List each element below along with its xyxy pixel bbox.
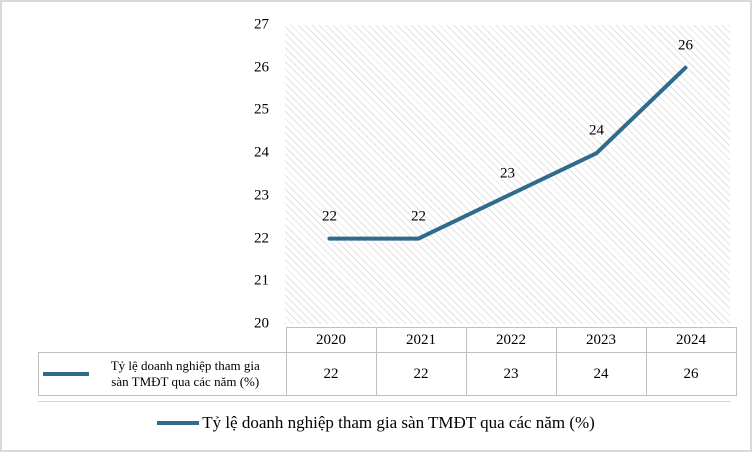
data-table-value-cell: 23: [465, 352, 557, 396]
series-label: Tỷ lệ doanh nghiệp tham gia sàn TMĐT qua…: [89, 358, 286, 390]
plot-area: [285, 25, 730, 324]
data-point-label: 22: [411, 208, 426, 225]
data-table-value-cell: 22: [285, 352, 377, 396]
data-table-value-cell: 26: [645, 352, 737, 396]
data-point-label: 24: [589, 122, 604, 139]
y-axis-tick-label: 22: [254, 230, 269, 247]
legend-key-line-icon: [43, 372, 89, 376]
series-label-line2: sàn TMĐT qua các năm (%): [111, 374, 260, 389]
data-table-value-cell: 22: [375, 352, 467, 396]
y-axis-tick-label: 23: [254, 187, 269, 204]
y-axis-tick-label: 27: [254, 16, 269, 33]
series-line-svg: [327, 65, 688, 241]
legend-label: Tỷ lệ doanh nghiệp tham gia sàn TMĐT qua…: [202, 413, 595, 432]
data-table-value-row: Tỷ lệ doanh nghiệp tham gia sàn TMĐT qua…: [38, 352, 737, 396]
data-table-year-header: 2020: [285, 327, 377, 353]
y-axis-tick-label: 26: [254, 59, 269, 76]
data-table-value-cell: 24: [555, 352, 647, 396]
data-table-header-row: 2020 2021 2022 2023 2024: [39, 327, 737, 353]
data-table-year-header: 2024: [645, 327, 737, 353]
y-axis-tick-label: 20: [254, 315, 269, 332]
table-bottom-rule: [38, 401, 731, 402]
chart-legend: Tỷ lệ doanh nghiệp tham gia sàn TMĐT qua…: [2, 409, 750, 437]
data-point-label: 22: [322, 208, 337, 225]
data-point-label: 23: [500, 165, 515, 182]
data-table-year-header: 2021: [375, 327, 467, 353]
y-axis-tick-label: 21: [254, 272, 269, 289]
y-axis-tick-label: 24: [254, 144, 269, 161]
data-table-year-header: 2022: [465, 327, 557, 353]
data-point-label: 26: [678, 37, 693, 54]
series-label-line1: Tỷ lệ doanh nghiệp tham gia: [110, 358, 260, 373]
y-axis-tick-label: 25: [254, 101, 269, 118]
series-line: [327, 65, 688, 241]
data-table: 2020 2021 2022 2023 2024 Tỷ lệ doanh nghiệp …: [38, 327, 737, 396]
data-table-series-label-cell: Tỷ lệ doanh nghiệp tham gia sàn TMĐT qua…: [38, 352, 287, 396]
data-table-corner-cell: [39, 328, 287, 353]
legend-key-line-icon: [157, 421, 200, 425]
data-table-year-header: 2023: [555, 327, 647, 353]
